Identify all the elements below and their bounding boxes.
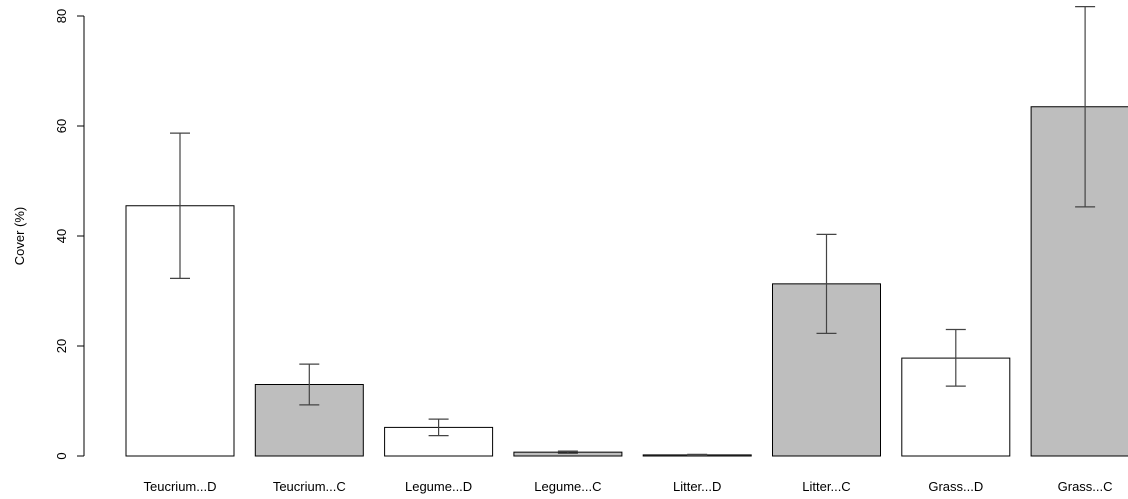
error-bar xyxy=(1075,6,1096,208)
x-tick-label: Legume...C xyxy=(534,479,601,494)
error-bar xyxy=(170,132,190,279)
x-tick-label: Grass...C xyxy=(1058,479,1113,494)
x-tick-label: Litter...C xyxy=(802,479,850,494)
y-tick-label: 0 xyxy=(54,452,69,459)
x-tick-labels: Teucrium...D Teucrium...C Legume...D Legume… xyxy=(144,479,1113,494)
error-bars xyxy=(170,6,1096,457)
y-tick-label: 40 xyxy=(54,229,69,243)
y-tick-label: 80 xyxy=(54,9,69,23)
y-tick-label: 20 xyxy=(54,339,69,353)
x-tick-label: Litter...D xyxy=(673,479,721,494)
y-axis: 0 20 40 60 80 xyxy=(54,9,85,460)
y-tick-label: 60 xyxy=(54,119,69,133)
error-bar xyxy=(299,363,320,406)
error-bar xyxy=(816,233,837,334)
bar xyxy=(1030,106,1128,457)
x-tick-label: Teucrium...D xyxy=(144,479,217,494)
error-bar xyxy=(557,450,578,454)
error-bar xyxy=(428,418,449,437)
x-tick-label: Legume...D xyxy=(405,479,472,494)
error-bar xyxy=(687,453,708,457)
y-axis-label: Cover (%) xyxy=(12,207,27,266)
bars xyxy=(125,106,1128,457)
x-tick-label: Teucrium...C xyxy=(273,479,346,494)
x-tick-label: Grass...D xyxy=(928,479,983,494)
error-bar xyxy=(945,328,966,387)
